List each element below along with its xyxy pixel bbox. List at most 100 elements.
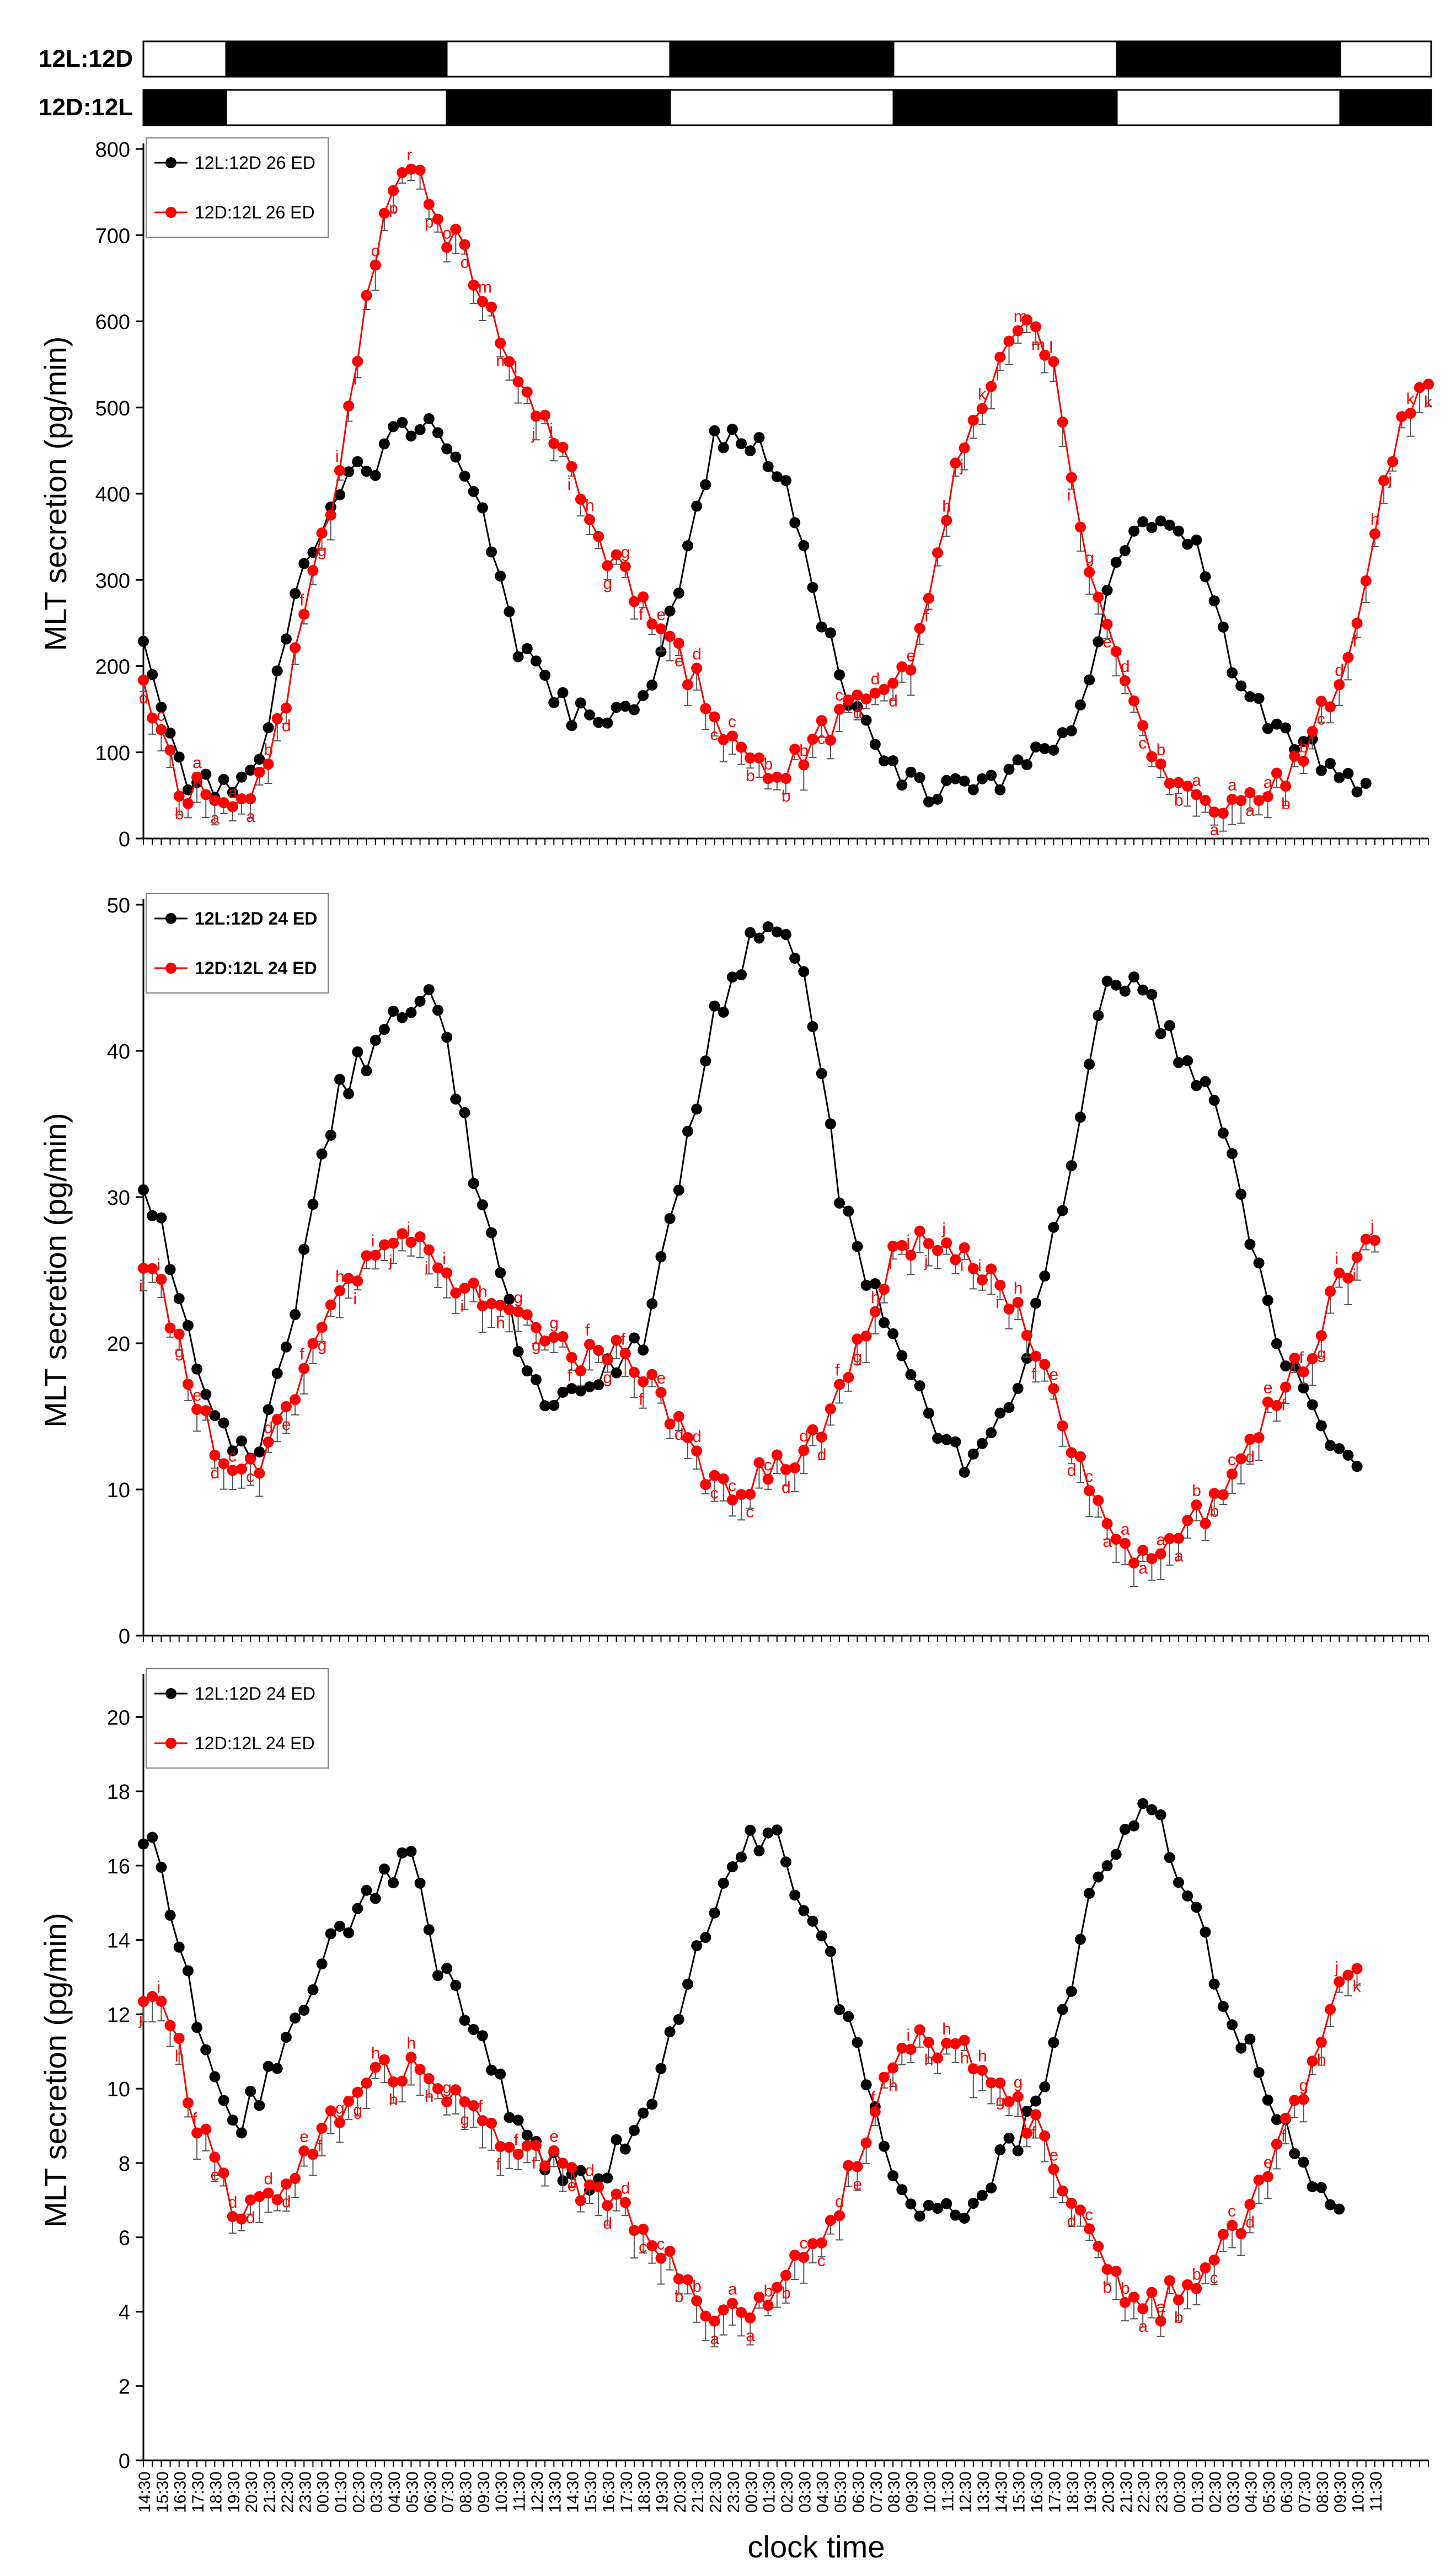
significance-letter: i — [425, 1259, 429, 1277]
data-point — [548, 2145, 560, 2156]
data-point — [495, 337, 506, 349]
data-point — [700, 479, 711, 490]
data-point — [486, 546, 497, 558]
data-point — [334, 464, 345, 476]
data-point — [1173, 2294, 1184, 2306]
x-tick-label: 18:30 — [207, 2471, 225, 2513]
significance-letter: d — [871, 670, 880, 688]
data-point — [664, 631, 676, 642]
data-point — [1235, 1453, 1247, 1465]
data-point — [316, 1958, 328, 1970]
data-point — [780, 773, 791, 784]
data-point — [414, 2064, 426, 2075]
data-point — [1325, 2199, 1336, 2210]
data-point — [370, 1893, 381, 1904]
data-point — [896, 2184, 908, 2196]
significance-letter: a — [1138, 1559, 1148, 1577]
significance-letter: o — [461, 253, 470, 271]
significance-letter: d — [1121, 658, 1130, 676]
data-point — [1244, 691, 1256, 702]
data-point — [521, 386, 533, 398]
data-point — [147, 1991, 158, 2002]
x-tick-label: 23:30 — [296, 2471, 314, 2513]
data-point — [316, 1148, 328, 1160]
data-point — [138, 1263, 149, 1274]
significance-letter: f — [1353, 632, 1358, 650]
significance-letter: a — [192, 754, 202, 772]
data-point — [1217, 808, 1229, 819]
significance-letter: a — [1138, 2317, 1148, 2336]
data-point — [638, 2107, 649, 2119]
data-point — [584, 2179, 596, 2191]
x-tick-label: 03:30 — [1224, 2471, 1243, 2513]
data-point — [548, 697, 560, 708]
x-tick-label: 20:30 — [243, 2471, 261, 2513]
significance-letter: b — [1192, 1482, 1201, 1500]
legend-entry: 12D:12L 26 ED — [195, 202, 315, 222]
significance-letter: b — [781, 787, 791, 805]
data-point — [593, 717, 604, 728]
legend-box — [146, 1668, 329, 1769]
significance-letter: d — [781, 1478, 791, 1497]
data-point — [1057, 2185, 1068, 2197]
significance-letter: h — [175, 2047, 184, 2065]
significance-letter: a — [746, 2327, 755, 2345]
data-point — [1182, 538, 1193, 550]
data-point — [414, 164, 426, 176]
data-point — [1315, 1420, 1327, 1432]
data-point — [789, 517, 801, 528]
data-point — [1191, 2283, 1202, 2294]
significance-letter: j — [1388, 471, 1392, 489]
data-point — [1271, 767, 1282, 779]
x-tick-label: 00:30 — [742, 2471, 761, 2513]
data-point — [477, 2030, 488, 2042]
data-point — [1101, 584, 1113, 596]
data-point — [521, 643, 533, 654]
data-point — [245, 1453, 256, 1465]
data-point — [1021, 1353, 1032, 1364]
data-point — [209, 2151, 221, 2163]
data-point — [539, 2160, 551, 2172]
data-point — [1155, 1028, 1166, 1039]
data-point — [245, 2194, 256, 2205]
data-point — [352, 456, 363, 467]
significance-letter: a — [1121, 1520, 1130, 1539]
data-point — [316, 1322, 328, 1333]
significance-letter: d — [603, 2214, 612, 2233]
data-point — [1057, 1420, 1068, 1432]
data-point — [718, 442, 729, 453]
significance-letter: h — [496, 1314, 505, 1332]
y-tick-label: 500 — [95, 397, 130, 420]
data-point — [1298, 736, 1309, 747]
data-point — [495, 570, 506, 582]
data-point — [566, 1352, 577, 1363]
significance-letter: f — [835, 1361, 840, 1380]
data-point — [1128, 525, 1140, 537]
data-point — [1307, 2181, 1318, 2192]
data-point — [1155, 1548, 1166, 1560]
data-point — [700, 1932, 711, 1943]
data-point — [986, 2077, 997, 2089]
data-point — [994, 2144, 1006, 2155]
data-point — [611, 702, 622, 713]
y-tick-label: 40 — [107, 1040, 130, 1064]
significance-letter: a — [1157, 1531, 1166, 1549]
data-point — [352, 1903, 363, 1914]
y-tick-label: 2 — [119, 2375, 130, 2399]
data-point — [495, 2141, 506, 2153]
significance-letter: l — [353, 370, 357, 388]
data-point — [1396, 411, 1407, 423]
data-point — [1253, 1432, 1265, 1444]
data-point — [164, 1264, 176, 1275]
data-point — [798, 2252, 810, 2263]
data-point — [771, 771, 783, 783]
data-point — [1378, 475, 1390, 487]
data-point — [655, 2252, 667, 2264]
data-point — [1271, 2114, 1282, 2126]
data-point — [1298, 2156, 1309, 2168]
data-point — [753, 752, 765, 763]
data-point — [235, 2213, 247, 2225]
data-point — [423, 1924, 435, 1936]
significance-letter: m — [478, 279, 492, 297]
data-point — [352, 1046, 363, 1058]
